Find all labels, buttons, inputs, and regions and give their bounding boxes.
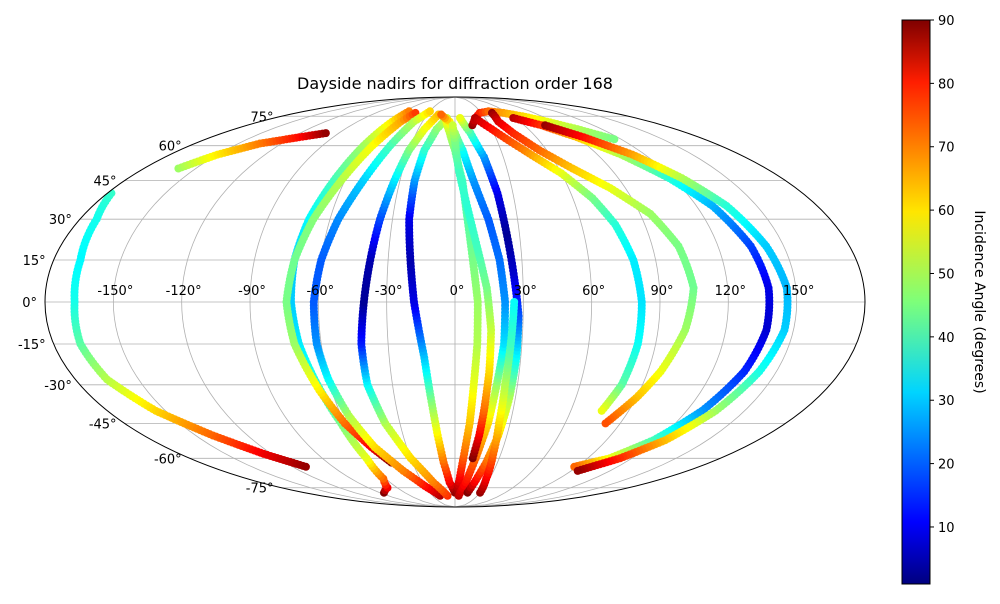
latitude-tick-label: 60° bbox=[159, 140, 182, 155]
colorbar-tick-label: 70 bbox=[938, 141, 955, 156]
latitude-tick-label: 45° bbox=[94, 175, 117, 190]
latitude-tick-label: 15° bbox=[23, 254, 46, 269]
longitude-tick-label: -150° bbox=[97, 284, 133, 299]
data-point bbox=[456, 114, 465, 122]
colorbar-tick-label: 20 bbox=[938, 458, 955, 473]
data-point bbox=[448, 121, 457, 130]
data-point bbox=[437, 110, 446, 119]
longitude-tick-label: 150° bbox=[783, 284, 814, 299]
data-point bbox=[301, 462, 310, 471]
data-point bbox=[573, 466, 582, 475]
latitude-tick-label: -30° bbox=[44, 379, 72, 394]
data-point bbox=[321, 129, 330, 138]
data-point bbox=[601, 419, 610, 428]
longitude-tick-label: 30° bbox=[514, 284, 537, 299]
colorbar-gradient bbox=[901, 19, 931, 585]
meridian-line bbox=[454, 97, 661, 507]
colorbar-tick-label: 10 bbox=[938, 521, 955, 536]
colorbar-tick-label: 60 bbox=[938, 204, 955, 219]
longitude-tick-label: -60° bbox=[306, 284, 334, 299]
data-point bbox=[597, 406, 606, 415]
data-point bbox=[510, 298, 519, 306]
meridian-line bbox=[249, 97, 456, 507]
latitude-tick-label: -75° bbox=[246, 482, 274, 497]
meridian-line bbox=[454, 97, 593, 507]
longitude-tick-labels: -150° -120° -90° -60° -30° 0° 30° 60° 90° 120° 150… bbox=[97, 284, 814, 299]
colorbar: 10 20 30 40 50 60 70 80 90 Incidence Angle (degr… bbox=[901, 14, 987, 585]
longitude-tick-label: -90° bbox=[238, 284, 266, 299]
longitude-tick-label: 120° bbox=[715, 284, 746, 299]
longitude-tick-label: 60° bbox=[582, 284, 605, 299]
meridian-line bbox=[112, 97, 456, 507]
latitude-tick-label: -15° bbox=[18, 338, 46, 353]
longitude-tick-label: -30° bbox=[375, 284, 403, 299]
data-point bbox=[425, 107, 434, 116]
colorbar-label: Incidence Angle (degrees) bbox=[971, 210, 987, 393]
latitude-tick-labels: 75° 60° 45° 30° 15° 0° -15° -30° -45° -60° -75° bbox=[18, 110, 274, 496]
latitude-tick-label: 75° bbox=[250, 110, 273, 125]
colorbar-tick-label: 50 bbox=[938, 267, 955, 282]
longitude-tick-label: 0° bbox=[450, 284, 465, 299]
meridian-line bbox=[454, 97, 524, 507]
latitude-tick-label: -45° bbox=[89, 417, 117, 432]
latitude-tick-label: -60° bbox=[154, 452, 182, 467]
colorbar-ticks: 10 20 30 40 50 60 70 80 90 bbox=[930, 14, 955, 536]
latitude-tick-label: 30° bbox=[49, 213, 72, 228]
longitude-tick-label: 90° bbox=[650, 284, 673, 299]
colorbar-tick-label: 80 bbox=[938, 77, 955, 92]
meridian-line bbox=[454, 97, 798, 507]
meridian-line bbox=[454, 97, 729, 507]
colorbar-tick-label: 40 bbox=[938, 331, 955, 346]
data-points bbox=[70, 107, 792, 500]
colorbar-tick-label: 30 bbox=[938, 394, 955, 409]
longitude-tick-label: -120° bbox=[166, 284, 202, 299]
latitude-tick-label: 0° bbox=[22, 296, 37, 311]
map-boundary bbox=[44, 96, 866, 508]
graticule bbox=[45, 97, 865, 507]
colorbar-tick-label: 90 bbox=[938, 14, 955, 29]
data-point bbox=[610, 135, 619, 144]
chart-title: Dayside nadirs for diffraction order 168 bbox=[297, 74, 613, 93]
